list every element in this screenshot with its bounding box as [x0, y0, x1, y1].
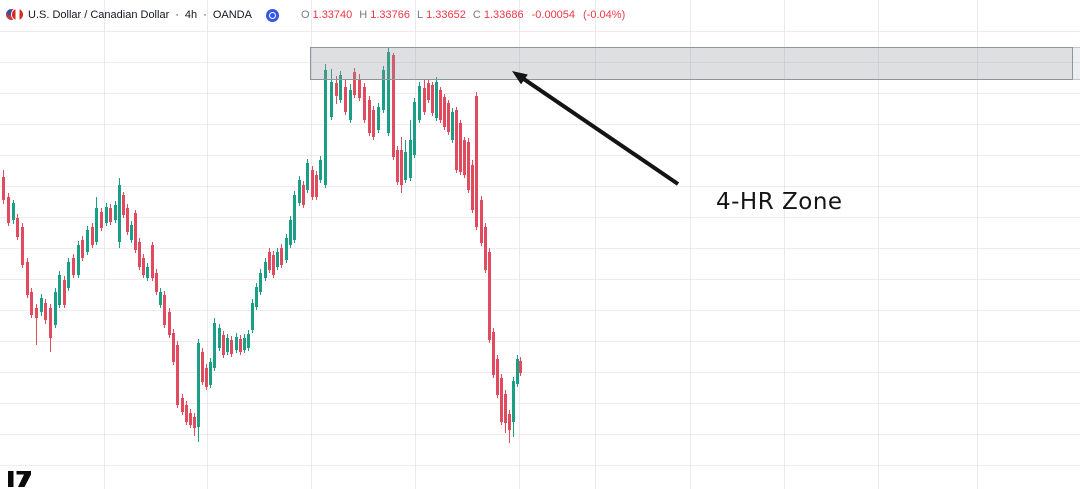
- supply-zone-extension: [1073, 47, 1080, 80]
- ohlc-open-value: 1.33740: [312, 9, 353, 21]
- source-logo-icon[interactable]: [265, 8, 279, 22]
- interval-value[interactable]: 4h: [184, 9, 198, 21]
- ohlc-readout: O 1.33740 H 1.33766 L 1.33652 C 1.33686 -0.0…: [297, 9, 625, 21]
- symbol-title[interactable]: U.S. Dollar / Canadian Dollar: [28, 9, 170, 21]
- supply-zone-rectangle[interactable]: [310, 47, 1073, 80]
- exchange-name[interactable]: OANDA: [212, 9, 252, 21]
- ohlc-close-value: 1.33686: [483, 9, 524, 21]
- usd-cad-pair-flags-icon: [6, 9, 23, 21]
- ohlc-close-label: C: [472, 9, 481, 21]
- legend-separator: ·: [203, 9, 207, 21]
- ohlc-high-label: H: [359, 9, 368, 21]
- chart-legend-bar: U.S. Dollar / Canadian Dollar · 4h · OAN…: [6, 7, 625, 23]
- price-change-percent: (-0.04%): [583, 9, 626, 21]
- ohlc-high-value: 1.33766: [370, 9, 410, 21]
- tradingview-logo-icon: [8, 471, 31, 487]
- zone-annotation-label[interactable]: 4-HR Zone: [716, 189, 843, 215]
- ohlc-low-label: L: [417, 9, 424, 21]
- ohlc-open-label: O: [300, 9, 310, 21]
- price-change-value: -0.00054: [531, 9, 576, 21]
- legend-separator: ·: [175, 9, 179, 21]
- ohlc-low-value: 1.33652: [426, 9, 466, 21]
